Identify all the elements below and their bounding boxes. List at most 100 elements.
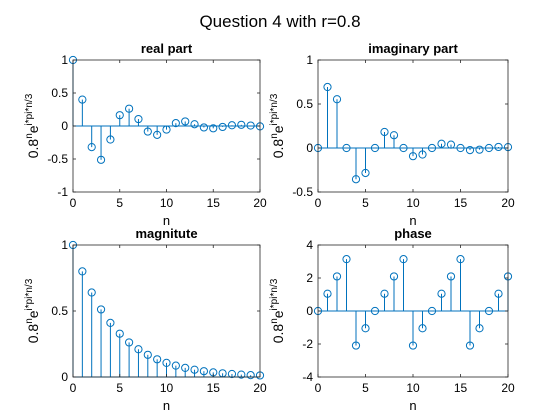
real-part-marker — [181, 117, 190, 126]
imaginary-part-marker — [389, 131, 399, 140]
phase-y-label-part: n — [269, 318, 280, 324]
magnitude-marker — [246, 371, 255, 380]
imaginary-part-marker — [342, 143, 351, 153]
real-part-marker — [227, 121, 237, 130]
imaginary-part-marker — [399, 143, 408, 153]
imaginary-part-y-label-part: 0.8 — [270, 139, 286, 159]
magnitude-marker — [153, 355, 162, 364]
magnitude-marker — [115, 329, 124, 338]
real-part-marker — [209, 124, 218, 133]
phase-marker — [475, 324, 484, 333]
real-part-x-tick-label: 5 — [116, 196, 123, 210]
phase-marker — [332, 272, 342, 281]
phase-marker — [351, 341, 361, 350]
imaginary-part-x-tick-label: 0 — [315, 196, 322, 210]
imaginary-part-plot-area — [318, 60, 508, 192]
imaginary-part-x-label: n — [409, 213, 416, 228]
real-part-x-tick-label: 15 — [207, 196, 221, 210]
real-part-marker — [237, 120, 246, 129]
magnitude-x-tick-label: 10 — [160, 381, 174, 395]
real-part-y-tick-label: 0.5 — [51, 86, 68, 100]
phase-x-label: n — [409, 398, 416, 413]
phase-y-label-part: 0.8 — [270, 324, 286, 344]
magnitude-marker — [237, 370, 246, 379]
phase-y-tick-label: -4 — [302, 370, 313, 384]
real-part-x-label: n — [163, 213, 170, 228]
real-part-y-label-part: e — [25, 125, 41, 133]
phase-x-tick-label: 0 — [315, 381, 322, 395]
figure-title: Question 4 with r=0.8 — [199, 12, 360, 31]
imaginary-part-marker — [408, 152, 418, 161]
imaginary-part-y-tick-label: -0.5 — [292, 185, 313, 199]
imaginary-part-marker — [418, 150, 427, 159]
real-part-y-tick-label: -0.5 — [47, 152, 68, 166]
imaginary-part-marker — [465, 146, 475, 155]
real-part-marker — [143, 127, 152, 136]
real-part-marker — [134, 114, 143, 124]
real-part-marker — [218, 122, 227, 132]
magnitude-marker — [106, 318, 115, 327]
magnitude-y-tick-label: 0 — [61, 370, 68, 384]
imaginary-part-marker — [351, 175, 361, 184]
imaginary-part-x-tick-label: 10 — [406, 196, 420, 210]
magnitude-x-tick-label: 5 — [116, 381, 123, 395]
imaginary-part-y-label-part: n — [269, 133, 280, 139]
imaginary-part-x-tick-label: 20 — [501, 196, 515, 210]
real-part-marker — [190, 120, 199, 129]
phase-marker — [361, 324, 370, 333]
imaginary-part-marker — [484, 143, 494, 153]
imaginary-part-marker — [475, 145, 484, 154]
real-part-y-label-part: i*pi*n/3 — [24, 93, 35, 125]
magnitude-marker — [181, 363, 190, 372]
phase-marker — [465, 341, 475, 350]
phase-marker — [456, 255, 465, 264]
real-part-marker — [246, 121, 255, 130]
magnitude-y-label-part: e — [25, 310, 41, 318]
imaginary-part-marker — [437, 139, 446, 148]
imaginary-part-marker — [494, 142, 503, 152]
phase-marker — [323, 289, 332, 298]
phase-marker — [370, 306, 380, 316]
magnitude-y-label-part: i*pi*n/3 — [24, 278, 35, 310]
magnitude-y-tick-label: 0.5 — [51, 304, 68, 318]
imaginary-part-marker — [427, 143, 437, 153]
magnitude-marker — [162, 358, 171, 367]
phase-marker — [418, 324, 427, 333]
phase-marker — [408, 341, 418, 350]
magnitude-x-tick-label: 0 — [70, 381, 77, 395]
magnitude-marker — [171, 361, 180, 370]
magnitude-marker — [125, 338, 134, 347]
magnitude-y-label-part: 0.8 — [25, 324, 41, 344]
magnitude-marker — [190, 365, 199, 374]
imaginary-part-title: imaginary part — [368, 41, 458, 56]
phase-marker — [389, 272, 399, 281]
imaginary-part-marker — [370, 143, 380, 153]
phase-y-tick-label: -2 — [302, 337, 313, 351]
real-part-x-tick-label: 20 — [253, 196, 267, 210]
magnitude-y-tick-label: 1 — [61, 238, 68, 252]
imaginary-part-x-tick-label: 5 — [362, 196, 369, 210]
real-part-marker — [171, 119, 180, 128]
real-part-marker — [153, 130, 162, 139]
real-part-marker — [96, 155, 106, 164]
magnitude-y-label-part: n — [24, 318, 35, 324]
real-part-y-label-part: n — [24, 133, 35, 139]
magnitude-marker — [227, 369, 237, 379]
real-part-title: real part — [141, 41, 193, 56]
phase-y-tick-label: 2 — [306, 271, 313, 285]
magnitude-marker — [87, 288, 96, 297]
magnitude-x-tick-label: 20 — [253, 381, 267, 395]
phase-marker — [484, 306, 494, 316]
phase-marker — [399, 255, 408, 264]
phase-marker — [380, 289, 389, 298]
imaginary-part-marker — [323, 82, 332, 92]
real-part-y-label: 0.8nei*pi*n/3 — [24, 93, 41, 158]
magnitude-y-label: 0.8nei*pi*n/3 — [24, 278, 41, 343]
imaginary-part-y-tick-label: 0.5 — [296, 97, 313, 111]
real-part-marker — [115, 111, 124, 120]
magnitude-x-label: n — [163, 398, 170, 413]
